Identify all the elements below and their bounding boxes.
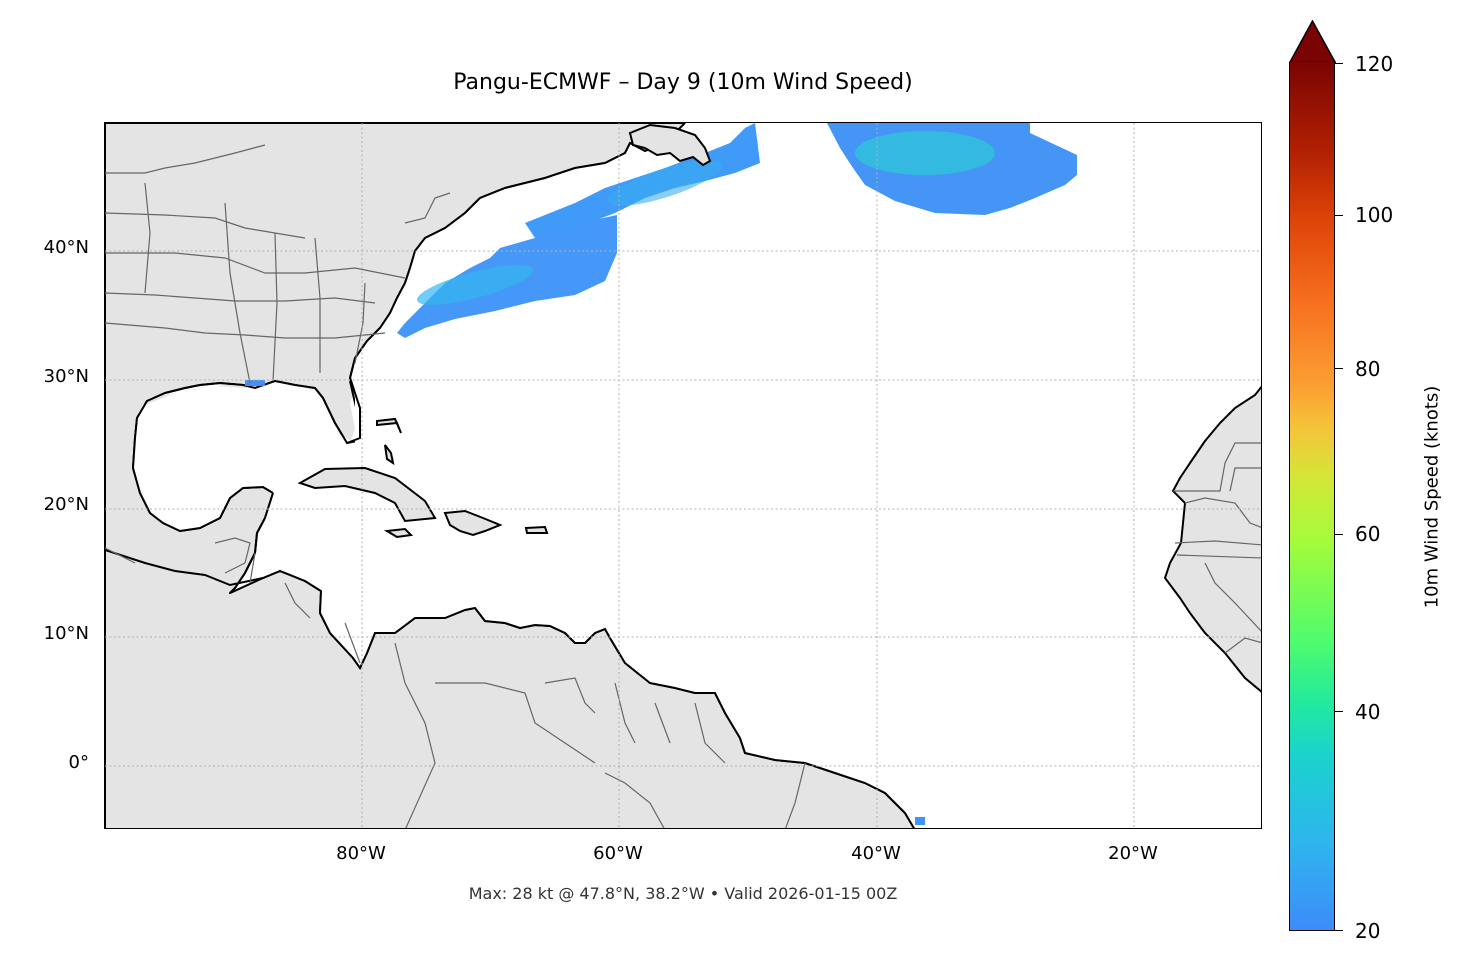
y-tick-label: 30°N	[43, 366, 89, 387]
chart-title: Pangu-ECMWF – Day 9 (10m Wind Speed)	[453, 70, 913, 95]
colorbar-tick	[1335, 930, 1343, 931]
colorbar-tick-label: 100	[1355, 203, 1394, 227]
colorbar	[1289, 62, 1335, 931]
colorbar-tick	[1335, 215, 1343, 216]
political-borders	[105, 144, 1261, 828]
x-tick-label: 20°W	[1108, 843, 1158, 864]
max-wind-footer: Max: 28 kt @ 47.8°N, 38.2°W • Valid 2026…	[468, 884, 898, 903]
y-tick-label: 20°N	[43, 494, 89, 515]
x-tick-label: 80°W	[336, 843, 386, 864]
caribbean-islands	[297, 417, 549, 539]
colorbar-tick-label: 40	[1355, 700, 1381, 724]
y-tick-label: 0°	[68, 752, 89, 773]
x-tick-label: 40°W	[851, 843, 901, 864]
colorbar-tick-label: 80	[1355, 357, 1381, 381]
newfoundland	[628, 123, 712, 167]
colorbar-tick	[1335, 534, 1343, 535]
map-canvas	[105, 123, 1261, 828]
colorbar-tick	[1335, 368, 1343, 369]
x-tick-label: 60°W	[593, 843, 643, 864]
colorbar-tick-label: 120	[1355, 52, 1394, 76]
colorbar-tick-label: 20	[1355, 919, 1381, 943]
colorbar-extend-arrow-icon	[1289, 20, 1336, 64]
y-tick-label: 10°N	[43, 623, 89, 644]
gridlines	[105, 123, 1261, 828]
colorbar-tick-label: 60	[1355, 522, 1381, 546]
wind-speed-shading-ocean	[245, 123, 1077, 825]
colorbar-label: 10m Wind Speed (knots)	[1421, 385, 1443, 609]
map-plot-area	[104, 122, 1262, 829]
y-tick-label: 40°N	[43, 237, 89, 258]
colorbar-tick	[1335, 63, 1343, 64]
colorbar-tick	[1335, 711, 1343, 712]
